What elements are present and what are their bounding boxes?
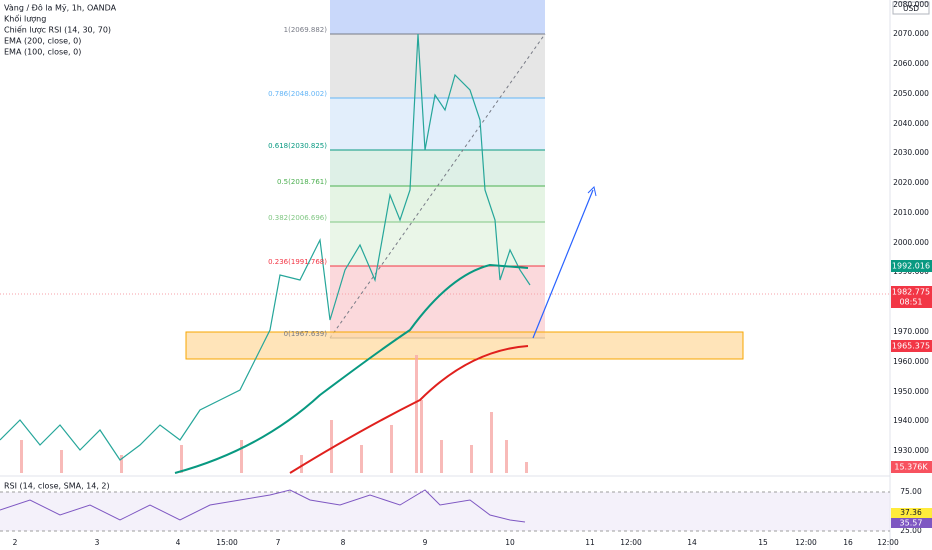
fib-label: 0.618(2030.825) (268, 142, 327, 150)
rsi-line (0, 489, 526, 523)
time-axis-label: 11 (585, 538, 595, 547)
price-line (0, 33, 531, 461)
fib-label: 0.5(2018.761) (277, 178, 327, 186)
time-axis-label: 12:00 (877, 538, 899, 547)
legend-item: Chiến lược RSI (14, 30, 70) (4, 25, 111, 35)
time-axis-label: 7 (276, 538, 281, 547)
time-axis-label: 14 (687, 538, 697, 547)
time-axis-label: 15 (758, 538, 768, 547)
price-axis-label: 2060.000 (893, 59, 929, 68)
price-tag (891, 260, 932, 272)
volume-tag: 15.376K (894, 463, 928, 472)
currency[interactable]: USD (903, 4, 919, 13)
time-axis-label: 10 (505, 538, 515, 547)
price-axis-label: 1930.000 (893, 446, 929, 455)
price-axis-label: 1960.000 (893, 357, 929, 366)
ema-tag: 1992.016 (892, 262, 930, 271)
price-tag (891, 286, 932, 308)
price-axis-label: 2030.000 (893, 148, 929, 157)
fibonacci-zones (329, 0, 546, 339)
price-axis-label: 2050.000 (893, 89, 929, 98)
price-axis-label: 2080.000 (893, 0, 929, 9)
rsi-axis-label: 75.00 (900, 487, 922, 496)
price-tag (891, 461, 932, 473)
last-price-tag: 1982.775 (892, 288, 930, 297)
ema2-tag: 1965.375 (892, 342, 930, 351)
time-axis-label: 4 (176, 538, 181, 547)
price-axis-label: 1940.000 (893, 416, 929, 425)
price-axis-label: 2000.000 (893, 238, 929, 247)
time-axis-label: 9 (423, 538, 428, 547)
time-axis-label: 12:00 (795, 538, 817, 547)
legend-item: Vàng / Đô la Mỹ, 1h, OANDA (4, 3, 117, 13)
price-axis-label: 2040.000 (893, 119, 929, 128)
fib-label: 0.382(2006.696) (268, 214, 327, 222)
time-axis-label: 16 (843, 538, 853, 547)
projection-arrow (532, 189, 594, 339)
fib-label: 0(1967.639) (284, 330, 328, 338)
price-axis-label: 2070.000 (893, 29, 929, 38)
price-axis-label: 1970.000 (893, 327, 929, 336)
fib-label: 0.786(2048.002) (268, 90, 327, 98)
price-tag (891, 340, 932, 352)
price-axis-label: 2010.000 (893, 208, 929, 217)
rsi-band (0, 492, 890, 531)
arrow-head (587, 186, 597, 197)
volume-bars (20, 355, 528, 473)
time-axis-label: 2 (13, 538, 18, 547)
currency-button[interactable] (892, 1, 930, 15)
rsi-tag (891, 518, 932, 528)
time-axis-label: 15:00 (216, 538, 238, 547)
fib-label: 1(2069.882) (284, 26, 328, 34)
countdown: 08:51 (899, 298, 922, 307)
time-axis-label: 3 (95, 538, 100, 547)
rsi-value-tag: 35.57 (900, 519, 923, 528)
time-axis-label: 8 (341, 538, 346, 547)
price-axis-label: 2020.000 (893, 178, 929, 187)
rsi-axis-label: 25.00 (900, 526, 922, 535)
ema-200 (174, 263, 529, 474)
ema-100 (289, 345, 529, 474)
price-axis-label: 1950.000 (893, 387, 929, 396)
legend-item: EMA (100, close, 0) (4, 48, 81, 57)
rsi-tag (891, 508, 932, 518)
rsi-title: RSI (14, close, SMA, 14, 2) (4, 482, 110, 491)
legend-item: Khối lượng (4, 14, 46, 24)
time-axis-label: 12:00 (620, 538, 642, 547)
support-zone (185, 331, 744, 360)
rsi-sma-tag: 37.36 (900, 508, 922, 517)
fib-label: 0.236(1991.768) (268, 258, 327, 266)
legend-item: EMA (200, close, 0) (4, 37, 81, 46)
